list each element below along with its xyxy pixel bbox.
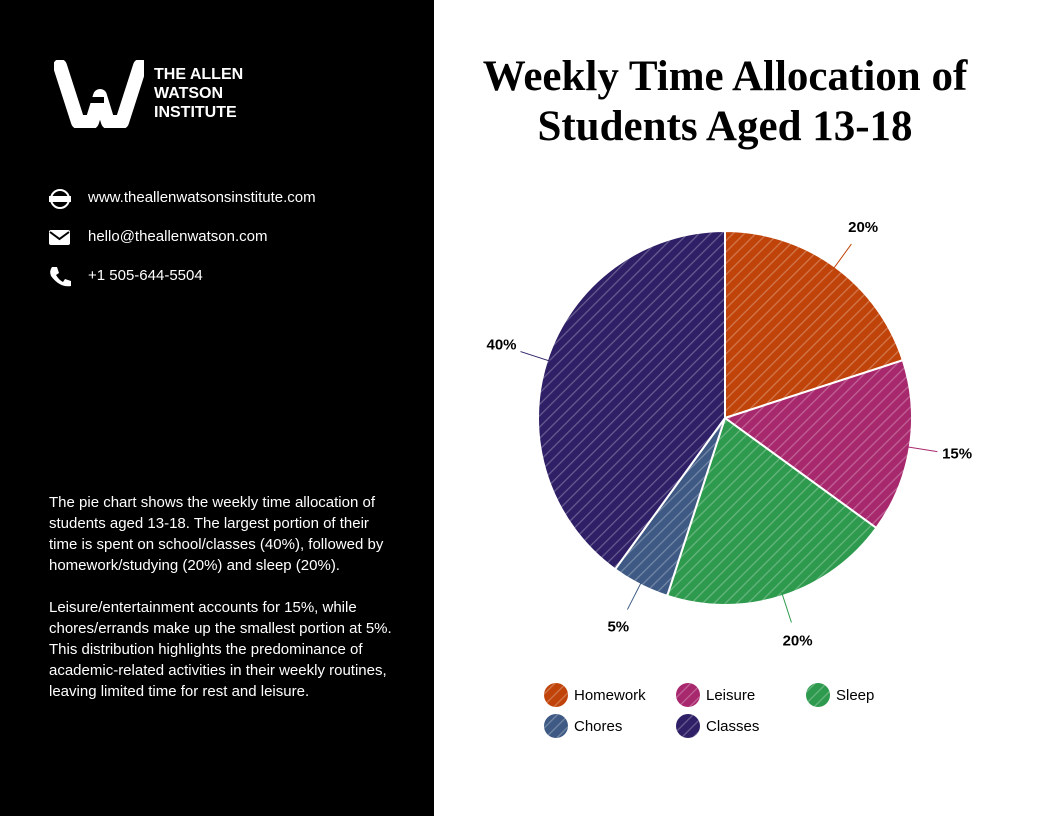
paragraph: The pie chart shows the weekly time allo…: [49, 494, 384, 574]
chart: 20% 15% 20% 5% 40% Homework Leisure Sleep Chores…: [486, 219, 972, 738]
value-label: 20%: [783, 632, 813, 649]
chart-title: Weekly Time Allocation of Students Aged …: [482, 53, 968, 150]
slice-texture: [615, 418, 725, 596]
leader-line: [781, 591, 792, 623]
value-label: 20%: [848, 219, 878, 236]
website: www.theallenwatsonsinstitute.com: [88, 189, 316, 206]
email: hello@theallenwatson.com: [88, 228, 268, 245]
web-icon: [49, 189, 71, 209]
description: The pie chart shows the weekly time allo…: [49, 492, 394, 723]
legend-label: Sleep: [836, 687, 874, 704]
phone: +1 505-644-5504: [88, 267, 203, 284]
legend-texture: [676, 714, 700, 738]
legend-label: Classes: [706, 718, 759, 735]
sidebar: THE ALLEN WATSON INSTITUTE www.theallenw…: [0, 0, 434, 816]
leader-line: [626, 580, 643, 610]
legend-label: Leisure: [706, 687, 755, 704]
slice-texture: [725, 360, 912, 528]
logo: [54, 60, 144, 128]
phone-icon: [50, 267, 71, 287]
mail-icon: [49, 230, 70, 245]
value-label: 5%: [607, 618, 629, 635]
paragraph: Leisure/entertainment accounts for 15%, …: [49, 599, 392, 700]
value-label: 40%: [486, 336, 516, 353]
slice-texture: [537, 231, 725, 570]
leader-line: [905, 446, 938, 453]
legend-texture: [544, 714, 568, 738]
legend-texture: [544, 683, 568, 707]
brand-line: INSTITUTE: [154, 104, 237, 121]
legend-texture: [806, 683, 830, 707]
brand-line: WATSON: [154, 85, 224, 102]
legend-texture: [676, 683, 700, 707]
legend-label: Homework: [574, 687, 646, 704]
leader-line: [520, 351, 552, 362]
slice-texture: [667, 418, 877, 606]
brand-line: THE ALLEN: [154, 66, 244, 83]
slice-texture: [725, 231, 903, 418]
legend-label: Chores: [574, 718, 622, 735]
value-label: 15%: [942, 446, 972, 463]
leader-line: [832, 243, 852, 271]
